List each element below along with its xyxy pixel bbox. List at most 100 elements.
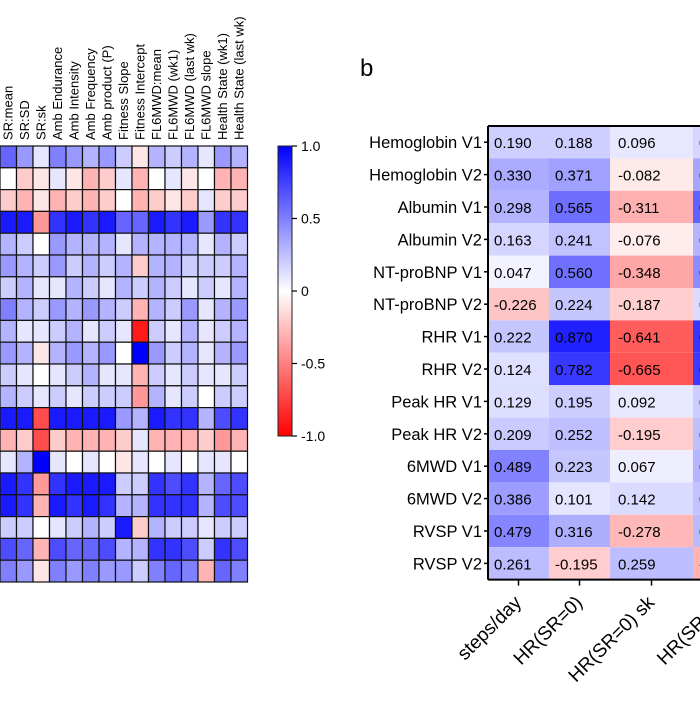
heatmap-a-cell	[197, 319, 216, 343]
heatmap-a-cell	[32, 428, 51, 452]
heatmap-a-cell	[164, 341, 183, 365]
heatmap-a-cell	[65, 254, 84, 278]
heatmap-a-cell	[147, 210, 166, 234]
heatmap-a-cell	[147, 407, 166, 431]
heatmap-a-cell	[65, 319, 84, 343]
heatmap-a-cell	[197, 494, 216, 518]
heatmap-a-cell	[81, 428, 100, 452]
heatmap-a-cell	[65, 494, 84, 518]
heatmap-b-cell	[488, 288, 549, 321]
heatmap-a-cell	[65, 167, 84, 191]
heatmap-a-cell	[48, 232, 67, 256]
heatmap-a-cell	[32, 537, 51, 561]
heatmap-a-cell	[180, 210, 199, 234]
heatmap-a-cell	[0, 276, 18, 300]
heatmap-a-cell	[147, 167, 166, 191]
colorbar-ticks: 1.0 0.5 0 -0.5 -1.0	[292, 138, 325, 444]
heatmap-a-cell	[32, 145, 51, 169]
heatmap-b-row-label: Albumin V1	[398, 199, 482, 217]
heatmap-a-cell	[230, 341, 249, 365]
heatmap-b-cell-label: 0.188	[555, 135, 593, 152]
heatmap-a-cell	[213, 254, 232, 278]
heatmap-a-cell	[213, 167, 232, 191]
heatmap-a-cell	[164, 559, 183, 583]
heatmap-a-cell	[15, 428, 34, 452]
heatmap-a-column-label: SR:SD	[17, 100, 32, 140]
heatmap-a-cell	[147, 319, 166, 343]
heatmap-a-cell	[98, 428, 117, 452]
heatmap-a-cell	[0, 167, 18, 191]
colorbar-tick-label: -0.5	[301, 356, 325, 372]
heatmap-a-cell	[114, 210, 133, 234]
heatmap-b-cell-label: -0.187	[618, 297, 661, 314]
heatmap-a-cell	[180, 407, 199, 431]
heatmap-a-cell	[32, 559, 51, 583]
heatmap-a-cell	[197, 407, 216, 431]
heatmap-a-cell	[15, 254, 34, 278]
heatmap-b-cell	[610, 223, 693, 256]
heatmap-a-cell	[180, 276, 199, 300]
heatmap-b-cell	[693, 223, 700, 256]
heatmap-b-cell	[610, 190, 693, 224]
heatmap-b-row-label: Hemoglobin V1	[369, 134, 482, 152]
heatmap-b-cells: 0.1900.1880.0960.160.3300.371-0.0820.350…	[487, 125, 700, 581]
heatmap-a-cell	[32, 407, 51, 431]
heatmap-a-cell	[48, 407, 67, 431]
heatmap-a-cell	[197, 428, 216, 452]
heatmap-b-cell	[610, 547, 693, 580]
heatmap-b-cell	[610, 352, 693, 386]
heatmap-a-column-label: FL6MWD slope	[198, 50, 213, 140]
heatmap-a-cell	[81, 407, 100, 431]
heatmap-a-cell	[65, 428, 84, 452]
heatmap-a-cell	[0, 254, 18, 278]
heatmap-a-cell	[230, 210, 249, 234]
heatmap-b-cell	[549, 547, 610, 580]
heatmap-b-cell	[488, 190, 549, 224]
heatmap-b-cell	[693, 514, 700, 548]
heatmap-a-cell	[15, 298, 34, 322]
heatmap-a-cell	[98, 537, 117, 561]
heatmap-b-cell-label: 0.560	[555, 265, 593, 282]
heatmap-a-cell	[98, 210, 117, 234]
heatmap-a-cell	[32, 254, 51, 278]
heatmap-a-cell	[180, 385, 199, 409]
heatmap-a-cell	[48, 254, 67, 278]
heatmap-b-cell	[693, 547, 700, 580]
heatmap-a-column-label: FL6MWD (wk1)	[165, 50, 180, 140]
heatmap-a-cell	[48, 145, 67, 169]
heatmap-a-cell	[81, 254, 100, 278]
heatmap-a-cell	[197, 472, 216, 496]
heatmap-a-cell	[65, 232, 84, 256]
correlation-heatmap-a: SR:mean SR:SD SR:sk Amb Endurance Amb Intens…	[0, 16, 325, 583]
heatmap-a-cell	[15, 385, 34, 409]
heatmap-a-cell	[213, 407, 232, 431]
colorbar-tick-label: 0	[301, 283, 309, 299]
heatmap-a-cell	[197, 341, 216, 365]
heatmap-a-cell	[98, 450, 117, 474]
heatmap-a-cell	[114, 472, 133, 496]
heatmap-a-cell	[0, 341, 18, 365]
heatmap-a-cell	[197, 537, 216, 561]
heatmap-a-cell	[98, 515, 117, 539]
heatmap-a-cell	[32, 385, 51, 409]
heatmap-a-cell	[0, 537, 18, 561]
heatmap-a-cell	[0, 450, 18, 474]
heatmap-a-column-label: SR:sk	[33, 105, 48, 140]
heatmap-a-cell	[114, 537, 133, 561]
heatmap-b-cell-label: 0.224	[555, 297, 593, 314]
heatmap-b-cell	[549, 514, 610, 548]
heatmap-a-cell	[65, 363, 84, 387]
heatmap-a-cell	[65, 537, 84, 561]
heatmap-a-cell	[81, 167, 100, 191]
heatmap-b-cell-label: 0.096	[618, 135, 656, 152]
heatmap-a-cell	[0, 145, 18, 169]
heatmap-a-cell	[164, 385, 183, 409]
heatmap-b-cell-label: -0.082	[618, 168, 661, 185]
heatmap-a-cell	[114, 276, 133, 300]
heatmap-a-cell	[65, 385, 84, 409]
heatmap-a-cell	[180, 189, 199, 213]
heatmap-b-cell	[610, 482, 693, 515]
heatmap-a-cell	[98, 363, 117, 387]
heatmap-a-cell	[213, 210, 232, 234]
heatmap-b-cell	[610, 450, 693, 483]
